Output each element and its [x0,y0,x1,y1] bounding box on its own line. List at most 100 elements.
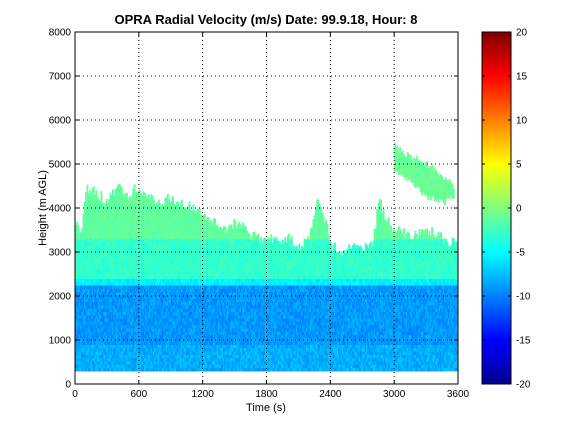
heat-cell [123,258,126,263]
heat-cell [160,206,163,210]
heat-cell [187,337,190,342]
heat-cell [106,225,109,230]
heat-cell [86,261,89,266]
heat-cell [94,298,97,303]
heat-cell [149,275,151,279]
heat-cell [81,357,84,362]
heat-cell [129,314,132,319]
heat-cell [155,291,158,296]
heat-cell [96,228,99,233]
heat-cell [151,301,154,306]
heat-cell [86,364,89,369]
heat-cell [75,265,77,270]
heat-cell [115,331,118,336]
heat-cell [120,304,123,309]
heat-cell [115,301,118,306]
heat-cell [141,258,144,263]
heat-cell [150,281,153,286]
heat-cell [156,354,159,359]
heat-cell [96,268,99,273]
heat-cell [149,301,151,306]
heat-cell [90,281,93,286]
heat-cell [151,354,154,359]
heat-cell [117,271,120,276]
heat-cell [135,360,137,365]
heat-cell [156,209,159,213]
heat-cell [117,202,120,207]
heat-cell [196,324,199,329]
heat-cell [150,268,153,273]
heat-cell [186,318,188,322]
heat-cell [94,242,97,246]
heat-cell [82,248,85,253]
heat-cell [147,194,150,197]
heat-cell [149,245,151,250]
heat-cell [126,347,128,352]
heat-cell [131,308,134,312]
heat-cell [147,219,150,223]
heat-cell [172,331,174,336]
heat-cell [89,205,91,210]
heat-cell [174,364,177,369]
heat-cell [108,215,111,220]
heat-cell [82,215,85,220]
heat-cell [104,357,107,362]
heat-cell [192,354,195,359]
heat-cell [143,195,146,200]
heat-cell [145,228,148,233]
heat-cell [142,364,145,369]
heat-cell [105,219,108,223]
heat-cell [108,268,111,273]
heat-cell [124,238,127,243]
heat-cell [122,194,125,197]
heat-cell [99,324,102,329]
heat-cell [110,232,113,237]
heat-cell [143,318,146,322]
heat-cell [172,298,174,303]
heat-cell [173,222,176,227]
heat-cell [138,331,141,336]
heat-cell [189,331,192,336]
heat-cell [128,351,131,355]
heat-cell [104,261,107,266]
heat-cell [164,198,167,200]
heat-cell [78,268,81,273]
heat-cell [182,235,185,240]
heat-cell [105,318,108,322]
heat-cell [155,248,158,253]
heat-cell [156,261,159,266]
heat-cell [183,314,186,319]
heat-cell [123,225,126,230]
heat-cell [156,344,159,349]
heat-cell [97,271,100,276]
heat-cell [164,215,167,220]
heat-cell [179,212,182,217]
heat-cell [128,334,131,339]
heat-cell [80,248,82,253]
heat-cell [97,215,100,220]
heat-cell [187,205,190,210]
heat-cell [186,228,188,233]
heat-cell [103,288,105,293]
heat-cell [173,321,176,326]
heat-cell [80,271,82,276]
heat-cell [80,364,82,369]
heat-cell [193,357,196,362]
heat-cell [183,268,186,273]
heat-cell [78,291,81,296]
heat-cell [173,357,176,362]
heat-cell [118,192,121,197]
heat-cell [179,288,182,293]
heat-cell [94,308,97,312]
heat-cell [163,258,165,263]
heat-cell [157,314,160,319]
heat-cell [135,334,137,339]
heat-cell [145,294,148,299]
heat-cell [119,202,122,207]
heat-cell [124,347,127,352]
heat-cell [164,242,167,246]
heat-cell [85,219,88,223]
heat-cell [143,294,146,299]
heat-cell [115,235,118,240]
heat-cell [135,248,137,253]
